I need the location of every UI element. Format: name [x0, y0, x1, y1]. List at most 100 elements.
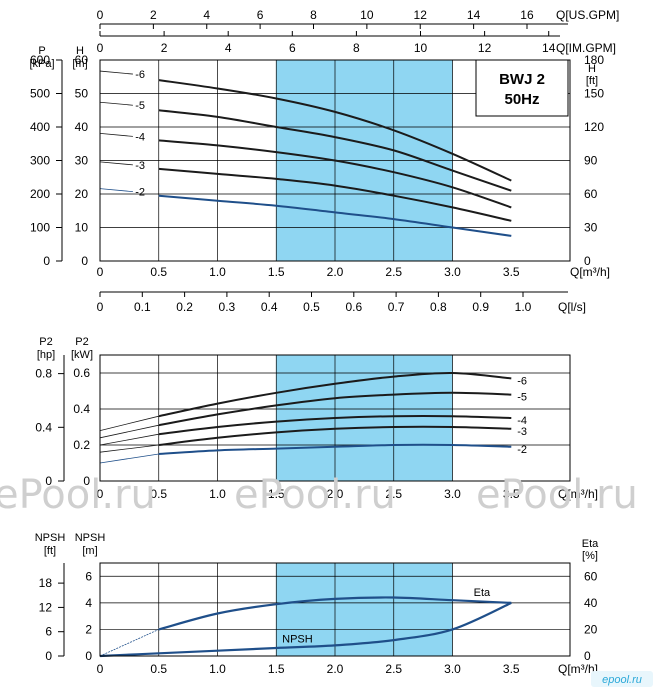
eta-tick-label: 0 — [584, 649, 591, 663]
imgpm-tick-label: 6 — [289, 41, 296, 55]
head-curve--2 — [158, 194, 512, 237]
eta-axis-label: Eta — [582, 538, 599, 550]
head-x-tick-label: 3.5 — [503, 265, 520, 279]
npsh-ft-tick-label: 0 — [45, 649, 52, 663]
power-curve-lead--2 — [99, 453, 159, 464]
head-ft-tick-label: 90 — [584, 154, 598, 168]
power-x-tick-label: 3.5 — [503, 487, 520, 501]
power-curve-lead--5 — [99, 424, 159, 439]
power-curve--6 — [158, 371, 512, 418]
npsh-ft-tick-label: 12 — [39, 600, 53, 614]
power-frame — [99, 354, 571, 482]
npsh-x-tick-label: 2.5 — [385, 662, 402, 676]
eta-curve-lead — [99, 629, 159, 657]
head-ft-axis-unit: [ft] — [586, 75, 598, 87]
usgpm-tick-label: 14 — [467, 8, 481, 22]
head-y-tick-label: 40 — [75, 120, 89, 134]
power-kw-axis-unit: [kW] — [71, 349, 93, 361]
power-curve-lead--6 — [99, 415, 159, 431]
power-kw-tick-label: 0.2 — [73, 438, 90, 452]
curves — [99, 70, 512, 658]
grid-lines — [100, 60, 570, 656]
head-curve-leader — [99, 188, 133, 193]
imgpm-tick-label: 2 — [161, 41, 168, 55]
power-hp-axis-unit: [hp] — [37, 349, 55, 361]
power-curve--5 — [158, 391, 512, 427]
ls-tick-label: 0.6 — [345, 300, 362, 314]
ls-tick-label: 0.8 — [430, 300, 447, 314]
brand-logo: epool.ru — [602, 674, 642, 686]
head-ft-tick-label: 60 — [584, 187, 598, 201]
npsh-x-tick-label: 2.0 — [327, 662, 344, 676]
usgpm-axis-label: Q[US.GPM] — [556, 8, 619, 22]
head-curve--5 — [158, 109, 512, 192]
brand-logo-bg — [591, 671, 653, 687]
eta-axis-unit: [%] — [582, 550, 598, 562]
power-curve-label: -2 — [517, 444, 527, 456]
watermark: ePool.ru — [0, 472, 156, 518]
npsh-m-tick-label: 6 — [85, 569, 92, 583]
imgpm-tick-label: 10 — [414, 41, 428, 55]
eta-curve-label: Eta — [474, 587, 491, 599]
head-curve--3 — [158, 167, 512, 222]
eta-tick-label: 20 — [584, 622, 598, 636]
ls-tick-label: 0.3 — [219, 300, 236, 314]
power-curve--2 — [158, 443, 512, 455]
head-kpa-tick-label: 0 — [43, 254, 50, 268]
npsh-x-tick-label: 1.5 — [268, 662, 285, 676]
ls-tick-label: 0.2 — [176, 300, 193, 314]
power-x-tick-label: 0 — [97, 487, 104, 501]
ls-tick-label: 0.5 — [303, 300, 320, 314]
power-curve-lead--3 — [99, 444, 159, 453]
usgpm-tick-label: 6 — [257, 8, 264, 22]
head-curve-label: -4 — [135, 131, 145, 143]
head-x-tick-label: 1.0 — [209, 265, 226, 279]
head-x-axis-label: Q[m³/h] — [570, 265, 610, 279]
head-ft-tick-label: 180 — [584, 53, 604, 67]
head-h-axis-unit: [m] — [72, 58, 87, 70]
head-x-tick-label: 2.5 — [385, 265, 402, 279]
npsh-ft-axis-label: NPSH — [35, 532, 66, 544]
head-kpa-tick-label: 500 — [30, 87, 50, 101]
npsh-m-tick-label: 4 — [85, 596, 92, 610]
head-ft-axis-label: H — [588, 63, 596, 75]
power-x-tick-label: 2.0 — [327, 487, 344, 501]
power-hp-tick-label: 0.8 — [35, 367, 52, 381]
head-x-tick-label: 3.0 — [444, 265, 461, 279]
power-hp-tick-label: 0 — [45, 474, 52, 488]
npsh-curve-label: NPSH — [282, 634, 313, 646]
usgpm-tick-label: 8 — [310, 8, 317, 22]
npsh-x-tick-label: 3.5 — [503, 662, 520, 676]
head-ft-tick-label: 30 — [584, 221, 598, 235]
ls-tick-label: 0.7 — [388, 300, 405, 314]
eta-curve — [158, 596, 512, 631]
ls-tick-label: 1.0 — [515, 300, 532, 314]
head-curve-leader — [99, 101, 133, 106]
imgpm-tick-label: 14 — [542, 41, 556, 55]
head-ft-tick-label: 150 — [584, 87, 604, 101]
power-curve-label: -4 — [517, 415, 527, 427]
head-curve-label: -5 — [135, 100, 145, 112]
power-curve-label: -5 — [517, 392, 527, 404]
npsh-ft-tick-label: 18 — [39, 576, 53, 590]
npsh-m-tick-label: 2 — [85, 622, 92, 636]
npsh-m-axis-unit: [m] — [82, 545, 97, 557]
power-kw-axis-label: P2 — [75, 336, 88, 348]
npsh-m-tick-label: 0 — [85, 649, 92, 663]
watermarks: ePool.ru ePool.ru ePool.ru — [0, 472, 638, 518]
ls-axis-label: Q[l/s] — [558, 300, 586, 314]
head-y-tick-label: 0 — [81, 254, 88, 268]
power-curve-label: -6 — [517, 375, 527, 387]
operating-range-bands — [276, 60, 453, 656]
head-kpa-axis-label: P — [38, 45, 45, 57]
imgpm-tick-label: 12 — [478, 41, 492, 55]
npsh-ft-tick-label: 6 — [45, 625, 52, 639]
npsh-operating-band — [276, 563, 453, 656]
head-y-tick-label: 60 — [75, 53, 89, 67]
usgpm-tick-label: 10 — [360, 8, 374, 22]
npsh-x-tick-label: 0.5 — [150, 662, 167, 676]
imgpm-tick-label: 0 — [97, 41, 104, 55]
head-y-tick-label: 20 — [75, 187, 89, 201]
usgpm-tick-label: 16 — [520, 8, 534, 22]
